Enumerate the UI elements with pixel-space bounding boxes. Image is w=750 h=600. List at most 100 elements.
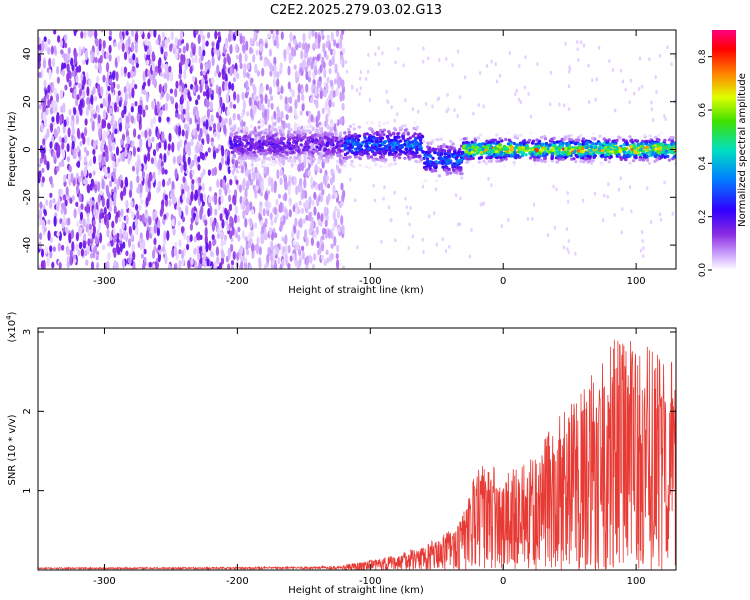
- spectrogram-cell: [252, 172, 256, 182]
- spectrogram-cell: [270, 95, 274, 102]
- spectrogram-cell: [137, 134, 141, 140]
- spectrogram-cell: [215, 246, 219, 256]
- spectrogram-cell: [311, 199, 315, 206]
- spectrogram-cell: [180, 111, 184, 122]
- spectrogram-cell: [79, 211, 84, 221]
- spectrogram-cell: [348, 155, 352, 159]
- spectrogram-cell: [276, 86, 281, 93]
- spectrogram-cell: [298, 248, 302, 256]
- spectrogram-cell: [639, 153, 643, 157]
- spectrogram-cell: [141, 170, 145, 178]
- spectrogram-cell: [160, 160, 164, 167]
- spectrogram-cell: [479, 156, 484, 160]
- spectrogram-cell: [378, 143, 382, 148]
- spectrogram-cell: [642, 133, 647, 137]
- spectrogram-cell: [196, 140, 200, 150]
- spectrogram-cell: [108, 53, 112, 62]
- spectrogram-cell: [611, 68, 615, 72]
- spectrogram-cell: [134, 217, 138, 228]
- spectrogram-cell: [256, 236, 260, 245]
- spectrogram-cell: [356, 138, 361, 142]
- spectrogram-cell: [225, 210, 229, 221]
- spectrogram-cell: [275, 198, 279, 207]
- spectrogram-cell: [320, 130, 324, 134]
- spectrogram-cell: [86, 136, 90, 146]
- spectrogram-cell: [217, 130, 221, 141]
- spectrogram-cell: [143, 154, 148, 165]
- spectrogram-cell: [368, 126, 373, 131]
- spectrogram-cell: [108, 35, 112, 41]
- spectrogram-cell: [240, 160, 244, 164]
- spectrogram-cell: [53, 30, 57, 35]
- spectrogram-cell: [458, 95, 462, 100]
- spectrogram-cell: [226, 224, 230, 232]
- spectrogram-cell: [193, 247, 197, 255]
- spectrogram-cell: [518, 63, 521, 68]
- spectrogram-cell: [289, 105, 293, 114]
- spectrogram-cell: [107, 241, 111, 247]
- spectrogram-cell: [626, 153, 630, 157]
- spectrogram-cell: [575, 146, 579, 150]
- spectrogram-cell: [310, 61, 314, 70]
- spectrogram-cell: [92, 109, 96, 115]
- spectrogram-cell: [210, 250, 214, 257]
- spectrogram-cell: [276, 106, 280, 112]
- spectrogram-cell: [142, 109, 146, 118]
- spectrogram-cell: [305, 129, 309, 133]
- spectrogram-cell: [292, 253, 296, 261]
- spectrogram-cell: [332, 90, 336, 98]
- spectrogram-cell: [588, 100, 591, 105]
- spectrogram-cell: [211, 46, 215, 58]
- spectrogram-cell: [105, 213, 109, 221]
- spectrogram-cell: [498, 73, 502, 78]
- spectrogram-cell: [227, 166, 231, 175]
- spectrogram-cell: [44, 246, 49, 254]
- spectrogram-cell: [623, 154, 627, 158]
- spectrogram-cell: [331, 56, 335, 66]
- spectrogram-cell: [457, 153, 461, 157]
- spectrogram-cell: [280, 87, 284, 94]
- spectrogram-cell: [91, 120, 95, 132]
- spectrogram-cell: [366, 156, 371, 160]
- spectrogram-cell: [659, 217, 663, 222]
- spectrogram-cell: [83, 30, 87, 39]
- spectrogram-cell: [567, 134, 571, 138]
- spectrogram-cell: [565, 143, 569, 148]
- spectrogram-cell: [160, 203, 164, 215]
- spectrogram-cell: [374, 147, 378, 151]
- spectrogram-cell: [178, 259, 182, 269]
- spectrogram-cell: [188, 96, 192, 102]
- spectrogram-cell: [155, 39, 159, 45]
- spectrogram-cell: [191, 57, 195, 64]
- spectrogram-cell: [253, 147, 257, 151]
- spectrogram-cell: [260, 146, 265, 150]
- spectrogram-cell: [358, 157, 362, 161]
- spectrogram-cell: [232, 251, 236, 261]
- spectrogram-cell: [49, 245, 53, 253]
- spectrogram-cell: [343, 131, 347, 135]
- spectrogram-cell: [353, 152, 357, 156]
- spectrogram-cell: [498, 145, 503, 149]
- spectrogram-cell: [244, 139, 248, 143]
- spectrogram-cell: [458, 147, 462, 152]
- spectrogram-cell: [448, 139, 453, 143]
- spectrogram-cell: [448, 244, 451, 249]
- spectrogram-cell: [567, 84, 571, 89]
- spectrogram-cell: [208, 186, 212, 192]
- spectrogram-cell: [112, 171, 116, 180]
- spectrogram-cell: [385, 89, 388, 94]
- spectrogram-cell: [438, 148, 442, 152]
- spectrogram-cell: [470, 227, 473, 232]
- spectrogram-cell: [381, 51, 384, 56]
- spectrogram-cell: [523, 85, 526, 90]
- spectrogram-cell: [164, 51, 168, 58]
- spectrogram-cell: [288, 197, 292, 204]
- spectrogram-cell: [231, 83, 235, 91]
- spectrogram-cell: [246, 206, 250, 213]
- spectrogram-cell: [336, 213, 340, 219]
- spectrogram-cell: [118, 122, 123, 132]
- spectrogram-cell: [557, 157, 562, 161]
- spectrogram-cell: [235, 139, 239, 144]
- spectrogram-cell: [66, 143, 70, 153]
